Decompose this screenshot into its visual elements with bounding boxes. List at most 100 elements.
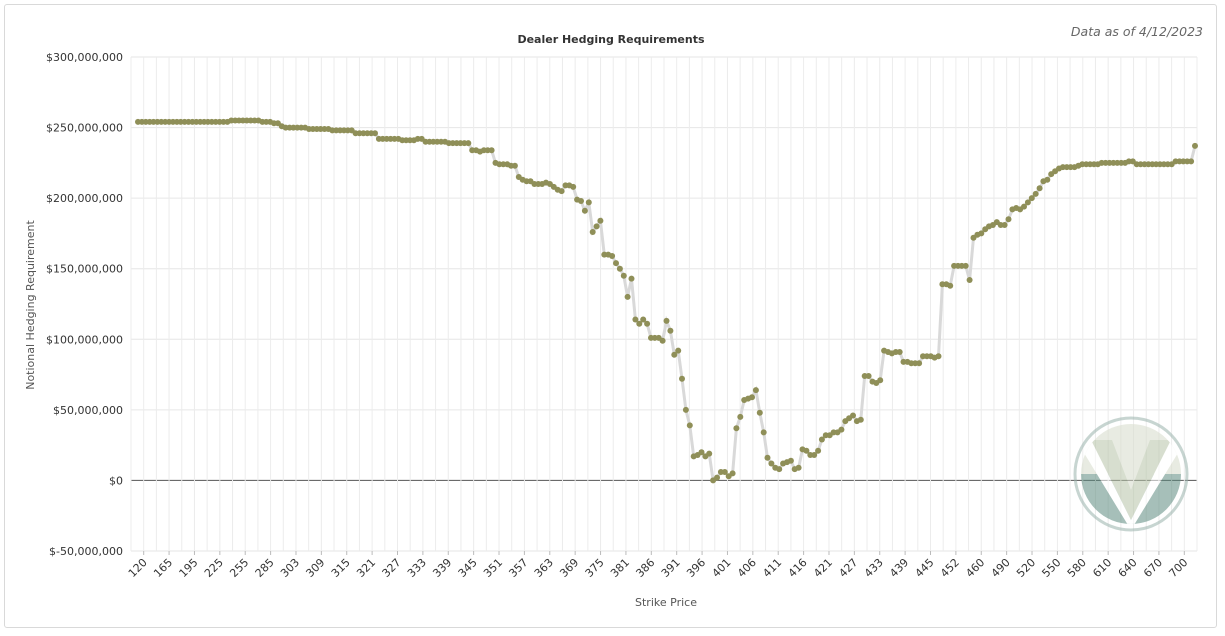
x-tick-label: 411: [760, 556, 784, 580]
x-tick-label: 433: [862, 556, 886, 580]
data-point[interactable]: [632, 316, 639, 323]
data-point[interactable]: [663, 317, 670, 324]
data-point[interactable]: [776, 466, 783, 473]
data-point[interactable]: [729, 470, 736, 477]
x-tick-label: 401: [710, 556, 734, 580]
x-tick-label: 315: [329, 556, 353, 580]
data-point[interactable]: [589, 229, 596, 235]
data-point[interactable]: [1032, 190, 1039, 197]
data-point[interactable]: [850, 412, 856, 419]
data-point[interactable]: [644, 320, 651, 327]
data-point[interactable]: [679, 375, 685, 382]
data-point[interactable]: [1028, 195, 1035, 202]
x-tick-label: 439: [887, 556, 911, 580]
data-point[interactable]: [570, 183, 577, 190]
x-tick-label: 520: [1014, 556, 1038, 580]
data-point[interactable]: [947, 282, 954, 289]
x-tick-label: 421: [811, 556, 835, 580]
data-point[interactable]: [488, 147, 495, 154]
data-point[interactable]: [465, 140, 472, 147]
data-point[interactable]: [966, 277, 973, 283]
x-tick-label: 427: [836, 556, 860, 580]
chart-title: Dealer Hedging Requirements: [517, 33, 705, 46]
data-point[interactable]: [721, 469, 728, 475]
data-point[interactable]: [865, 373, 872, 379]
data-point[interactable]: [737, 413, 744, 420]
data-point[interactable]: [671, 351, 678, 358]
x-tick-label: 460: [963, 556, 987, 580]
data-point[interactable]: [682, 406, 689, 413]
y-tick-label: $50,000,000: [53, 404, 123, 417]
data-point[interactable]: [698, 449, 705, 456]
data-point[interactable]: [916, 360, 923, 367]
data-point[interactable]: [620, 272, 627, 279]
x-tick-label: 670: [1141, 556, 1165, 580]
data-point[interactable]: [558, 188, 565, 195]
data-point[interactable]: [811, 452, 818, 458]
data-point[interactable]: [787, 457, 794, 464]
data-point[interactable]: [1005, 216, 1012, 223]
data-point[interactable]: [1001, 222, 1008, 228]
x-tick-label: 195: [177, 556, 201, 580]
data-point[interactable]: [764, 454, 771, 461]
data-point[interactable]: [609, 253, 616, 259]
data-point[interactable]: [756, 409, 763, 416]
x-tick-label: 490: [989, 556, 1013, 580]
data-point[interactable]: [659, 337, 666, 344]
data-point[interactable]: [640, 316, 647, 323]
data-point[interactable]: [768, 460, 775, 467]
x-tick-label: 333: [405, 556, 429, 580]
data-point[interactable]: [815, 447, 822, 454]
x-tick-label: 640: [1116, 556, 1140, 580]
data-point[interactable]: [511, 162, 518, 169]
data-point[interactable]: [667, 327, 674, 334]
data-point[interactable]: [1192, 142, 1198, 149]
data-point[interactable]: [962, 262, 969, 269]
data-point[interactable]: [896, 349, 903, 355]
data-point[interactable]: [733, 425, 740, 432]
data-point[interactable]: [581, 207, 588, 214]
y-tick-label: $0: [109, 474, 123, 487]
data-point[interactable]: [1188, 158, 1195, 165]
data-point[interactable]: [838, 426, 845, 433]
x-tick-label: 120: [126, 556, 150, 580]
data-point[interactable]: [1024, 199, 1031, 206]
data-point[interactable]: [795, 464, 802, 471]
series-line: [138, 119, 1197, 484]
data-point[interactable]: [935, 353, 942, 360]
data-point[interactable]: [752, 387, 759, 394]
x-axis-label: Strike Price: [635, 596, 697, 609]
data-point[interactable]: [597, 217, 604, 224]
data-point[interactable]: [578, 198, 584, 204]
data-point[interactable]: [624, 293, 631, 300]
data-point[interactable]: [613, 260, 619, 267]
x-tick-label: 369: [557, 556, 581, 580]
data-point[interactable]: [818, 436, 825, 443]
chart-frame: [4, 4, 1217, 628]
data-point[interactable]: [628, 275, 635, 282]
data-point[interactable]: [760, 429, 767, 436]
x-tick-label: 452: [938, 556, 962, 580]
data-point[interactable]: [616, 265, 623, 272]
data-point[interactable]: [706, 450, 713, 457]
data-point[interactable]: [585, 199, 592, 206]
data-point[interactable]: [978, 230, 985, 237]
x-tick-label: 610: [1090, 556, 1114, 580]
data-point[interactable]: [593, 223, 600, 230]
data-point[interactable]: [675, 347, 682, 354]
data-point[interactable]: [372, 130, 378, 137]
x-tick-label: 391: [659, 556, 683, 580]
data-point[interactable]: [749, 394, 755, 401]
data-point[interactable]: [1044, 176, 1051, 183]
data-point[interactable]: [686, 422, 693, 429]
data-point[interactable]: [857, 416, 864, 423]
data-point[interactable]: [636, 320, 643, 327]
data-point[interactable]: [1036, 185, 1043, 192]
data-point[interactable]: [877, 377, 884, 384]
data-point[interactable]: [714, 474, 720, 481]
data-point[interactable]: [1021, 203, 1027, 210]
data-point[interactable]: [803, 447, 810, 454]
logo-watermark-icon: [1073, 416, 1189, 532]
x-tick-label: 386: [633, 556, 657, 580]
